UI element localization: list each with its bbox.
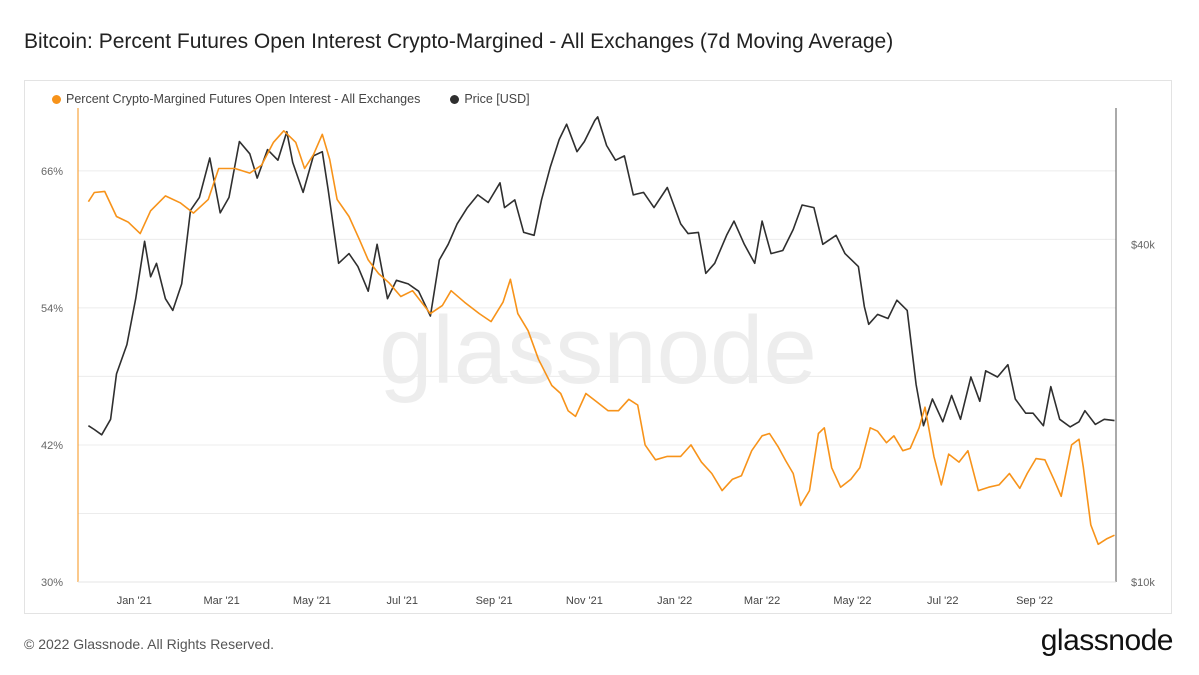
series-line-price	[87, 116, 1115, 436]
y-right-tick-label: $40k	[1131, 239, 1155, 251]
y-left-tick-label: 30%	[41, 577, 63, 589]
legend-item-oi[interactable]: Percent Crypto-Margined Futures Open Int…	[52, 92, 420, 106]
legend-swatch-oi	[52, 94, 61, 104]
legend-label-oi: Percent Crypto-Margined Futures Open Int…	[66, 92, 421, 106]
x-tick-label: Jul '21	[387, 595, 418, 607]
x-tick-label: Sep '21	[476, 595, 513, 607]
y-right-tick-label: $10k	[1131, 577, 1155, 589]
x-tick-label: Mar '21	[203, 595, 239, 607]
x-tick-label: Sep '22	[1016, 595, 1053, 607]
x-tick-label: Nov '21	[566, 595, 603, 607]
x-tick-label: Jul '22	[927, 595, 958, 607]
x-tick-label: May '21	[293, 595, 331, 607]
x-tick-label: Jan '22	[657, 595, 692, 607]
y-left-tick-label: 54%	[41, 303, 63, 315]
x-tick-label: Mar '22	[744, 595, 780, 607]
watermark: glassnode	[379, 297, 817, 404]
x-tick-label: May '22	[833, 595, 871, 607]
copyright: © 2022 Glassnode. All Rights Reserved.	[24, 636, 275, 652]
legend-item-price[interactable]: Price [USD]	[450, 92, 530, 106]
chart-title: Bitcoin: Percent Futures Open Interest C…	[24, 30, 894, 53]
series-line-open-interest	[87, 130, 1115, 546]
legend: Percent Crypto-Margined Futures Open Int…	[52, 92, 530, 106]
brand-logo: glassnode	[1040, 624, 1174, 657]
x-tick-label: Jan '21	[117, 595, 152, 607]
legend-swatch-price	[450, 94, 460, 104]
y-left-tick-label: 42%	[41, 440, 63, 452]
y-left-tick-label: 66%	[41, 166, 63, 178]
legend-label-price: Price [USD]	[464, 92, 530, 106]
chart-panel	[24, 80, 1172, 614]
